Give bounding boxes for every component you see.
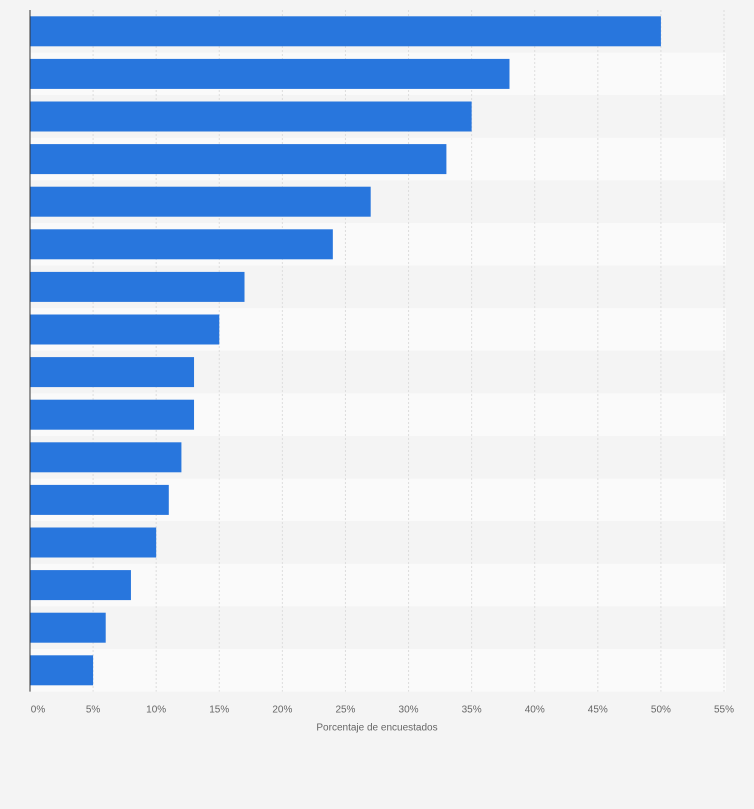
x-tick-label: 45% xyxy=(588,705,608,716)
x-tick-label: 35% xyxy=(462,705,482,716)
bar[interactable] xyxy=(30,16,661,47)
bar[interactable] xyxy=(30,357,195,388)
x-tick-label: 50% xyxy=(651,705,671,716)
x-tick-label: 10% xyxy=(146,705,166,716)
bar[interactable] xyxy=(30,229,333,260)
x-tick-label: 5% xyxy=(86,705,101,716)
bars xyxy=(30,16,661,686)
bar[interactable] xyxy=(30,612,106,643)
bar[interactable] xyxy=(30,271,245,302)
x-tick-label: 30% xyxy=(399,705,419,716)
bar[interactable] xyxy=(30,314,220,345)
x-axis-ticks: 0% 5% 10% 15% 20% 25% 30% 35% 40% 45% 50% 55% xyxy=(31,705,734,716)
x-tick-label: 0% xyxy=(31,705,46,716)
row-band xyxy=(30,606,726,649)
bar[interactable] xyxy=(30,570,131,601)
bar[interactable] xyxy=(30,186,371,217)
row-band xyxy=(30,563,726,607)
x-tick-label: 15% xyxy=(209,705,229,716)
bar[interactable] xyxy=(30,527,157,558)
x-tick-label: 55% xyxy=(714,705,734,716)
bar[interactable] xyxy=(30,101,472,132)
x-tick-label: 20% xyxy=(272,705,292,716)
bar[interactable] xyxy=(30,144,447,175)
bar[interactable] xyxy=(30,58,510,89)
row-band xyxy=(30,649,726,692)
bar[interactable] xyxy=(30,484,169,515)
x-tick-label: 40% xyxy=(525,705,545,716)
x-axis-title: Porcentaje de encuestados xyxy=(316,723,437,734)
bar[interactable] xyxy=(30,399,195,430)
bar[interactable] xyxy=(30,655,94,686)
bar[interactable] xyxy=(30,442,182,473)
x-tick-label: 25% xyxy=(335,705,355,716)
